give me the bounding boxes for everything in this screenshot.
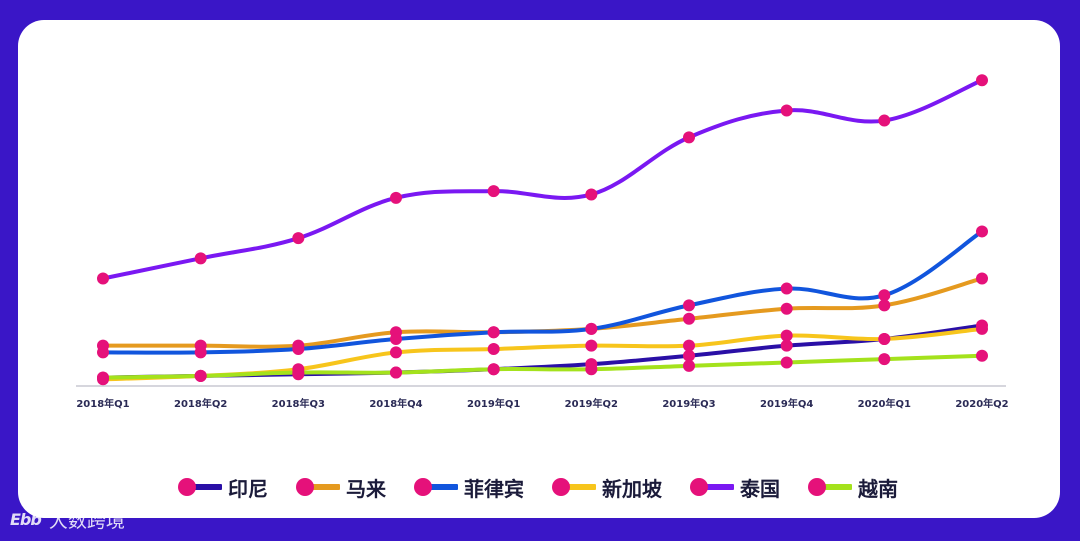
legend-item: 菲律宾 — [414, 473, 524, 502]
data-point — [292, 232, 305, 245]
legend-label: 印尼 — [228, 476, 268, 501]
x-tick-label: 2020年Q2 — [955, 397, 1008, 410]
data-point — [390, 332, 402, 345]
data-point — [292, 366, 305, 379]
watermark-text: 大数跨境 — [48, 510, 125, 532]
data-point — [780, 104, 793, 117]
data-point — [878, 289, 891, 302]
legend-label: 菲律宾 — [464, 476, 524, 501]
legend-marker-icon — [296, 477, 340, 497]
x-tick-label: 2019年Q1 — [467, 397, 520, 410]
legend-marker-icon — [690, 477, 734, 497]
data-point — [97, 346, 109, 359]
series-line — [101, 353, 984, 380]
data-point — [780, 356, 793, 369]
data-point — [878, 114, 891, 127]
legend-marker-icon — [808, 477, 852, 497]
data-point — [585, 188, 598, 201]
legend-item: 越南 — [808, 473, 898, 502]
watermark-logo-icon: Ebb — [10, 510, 42, 529]
x-tick-label: 2018年Q1 — [76, 397, 129, 410]
legend-label: 新加坡 — [602, 476, 662, 501]
legend-label: 泰国 — [740, 476, 780, 501]
legend-item: 泰国 — [690, 473, 780, 502]
series-line — [101, 326, 984, 382]
data-point — [976, 272, 988, 285]
x-tick-label: 2018年Q3 — [272, 397, 325, 410]
data-point — [683, 299, 695, 312]
x-tick-label: 2018年Q2 — [174, 397, 227, 410]
data-point — [878, 299, 891, 312]
data-point — [780, 339, 793, 352]
x-tick-label: 2019年Q3 — [662, 397, 715, 410]
x-tick-label: 2019年Q2 — [565, 397, 618, 410]
data-point — [194, 346, 207, 359]
data-point — [585, 322, 598, 335]
line-chart: 2018年Q1 2018年Q2 2018年Q3 2018年Q4 2019年Q1 2019年… — [76, 74, 1009, 410]
data-point — [194, 369, 207, 382]
legend-marker-icon — [552, 477, 596, 497]
chart-card: 2018年Q1 2018年Q2 2018年Q3 2018年Q4 2019年Q1 2019年… — [18, 20, 1060, 518]
data-point — [97, 272, 109, 285]
data-point — [683, 359, 695, 372]
series-line — [101, 78, 984, 281]
data-point — [683, 339, 695, 352]
x-tick-label: 2019年Q4 — [760, 397, 813, 410]
data-point — [683, 349, 695, 362]
data-point — [97, 371, 109, 384]
data-point — [976, 74, 988, 87]
data-point — [976, 322, 988, 335]
data-point — [780, 282, 793, 295]
data-point — [194, 252, 207, 265]
legend-item: 新加坡 — [552, 473, 662, 502]
data-point — [683, 131, 695, 144]
legend-label: 马来 — [346, 476, 386, 501]
legend-item: 马来 — [296, 473, 386, 502]
legend-label: 越南 — [858, 476, 898, 501]
watermark: Ebb 大数跨境 — [10, 506, 125, 533]
data-point — [390, 191, 402, 204]
x-tick-label: 2020年Q1 — [858, 397, 911, 410]
data-point — [878, 353, 891, 366]
data-point — [878, 332, 891, 345]
data-point — [390, 366, 402, 379]
data-point — [487, 343, 500, 356]
data-point — [390, 346, 402, 359]
data-point — [585, 363, 598, 376]
legend-marker-icon — [414, 477, 458, 497]
data-point — [780, 329, 793, 342]
chart-legend: 印尼 马来 菲律宾 新加坡 泰国 越南 — [178, 472, 926, 502]
x-tick-label: 2018年Q4 — [369, 397, 422, 410]
series-line — [101, 229, 984, 355]
data-point — [487, 363, 500, 376]
data-point — [976, 349, 988, 362]
data-point — [683, 312, 695, 325]
data-point — [487, 185, 500, 198]
data-point — [292, 343, 305, 356]
data-point — [585, 339, 598, 352]
legend-marker-icon — [178, 477, 222, 497]
data-point — [487, 326, 500, 339]
data-point — [976, 225, 988, 238]
data-point — [780, 302, 793, 315]
legend-item: 印尼 — [178, 473, 268, 502]
